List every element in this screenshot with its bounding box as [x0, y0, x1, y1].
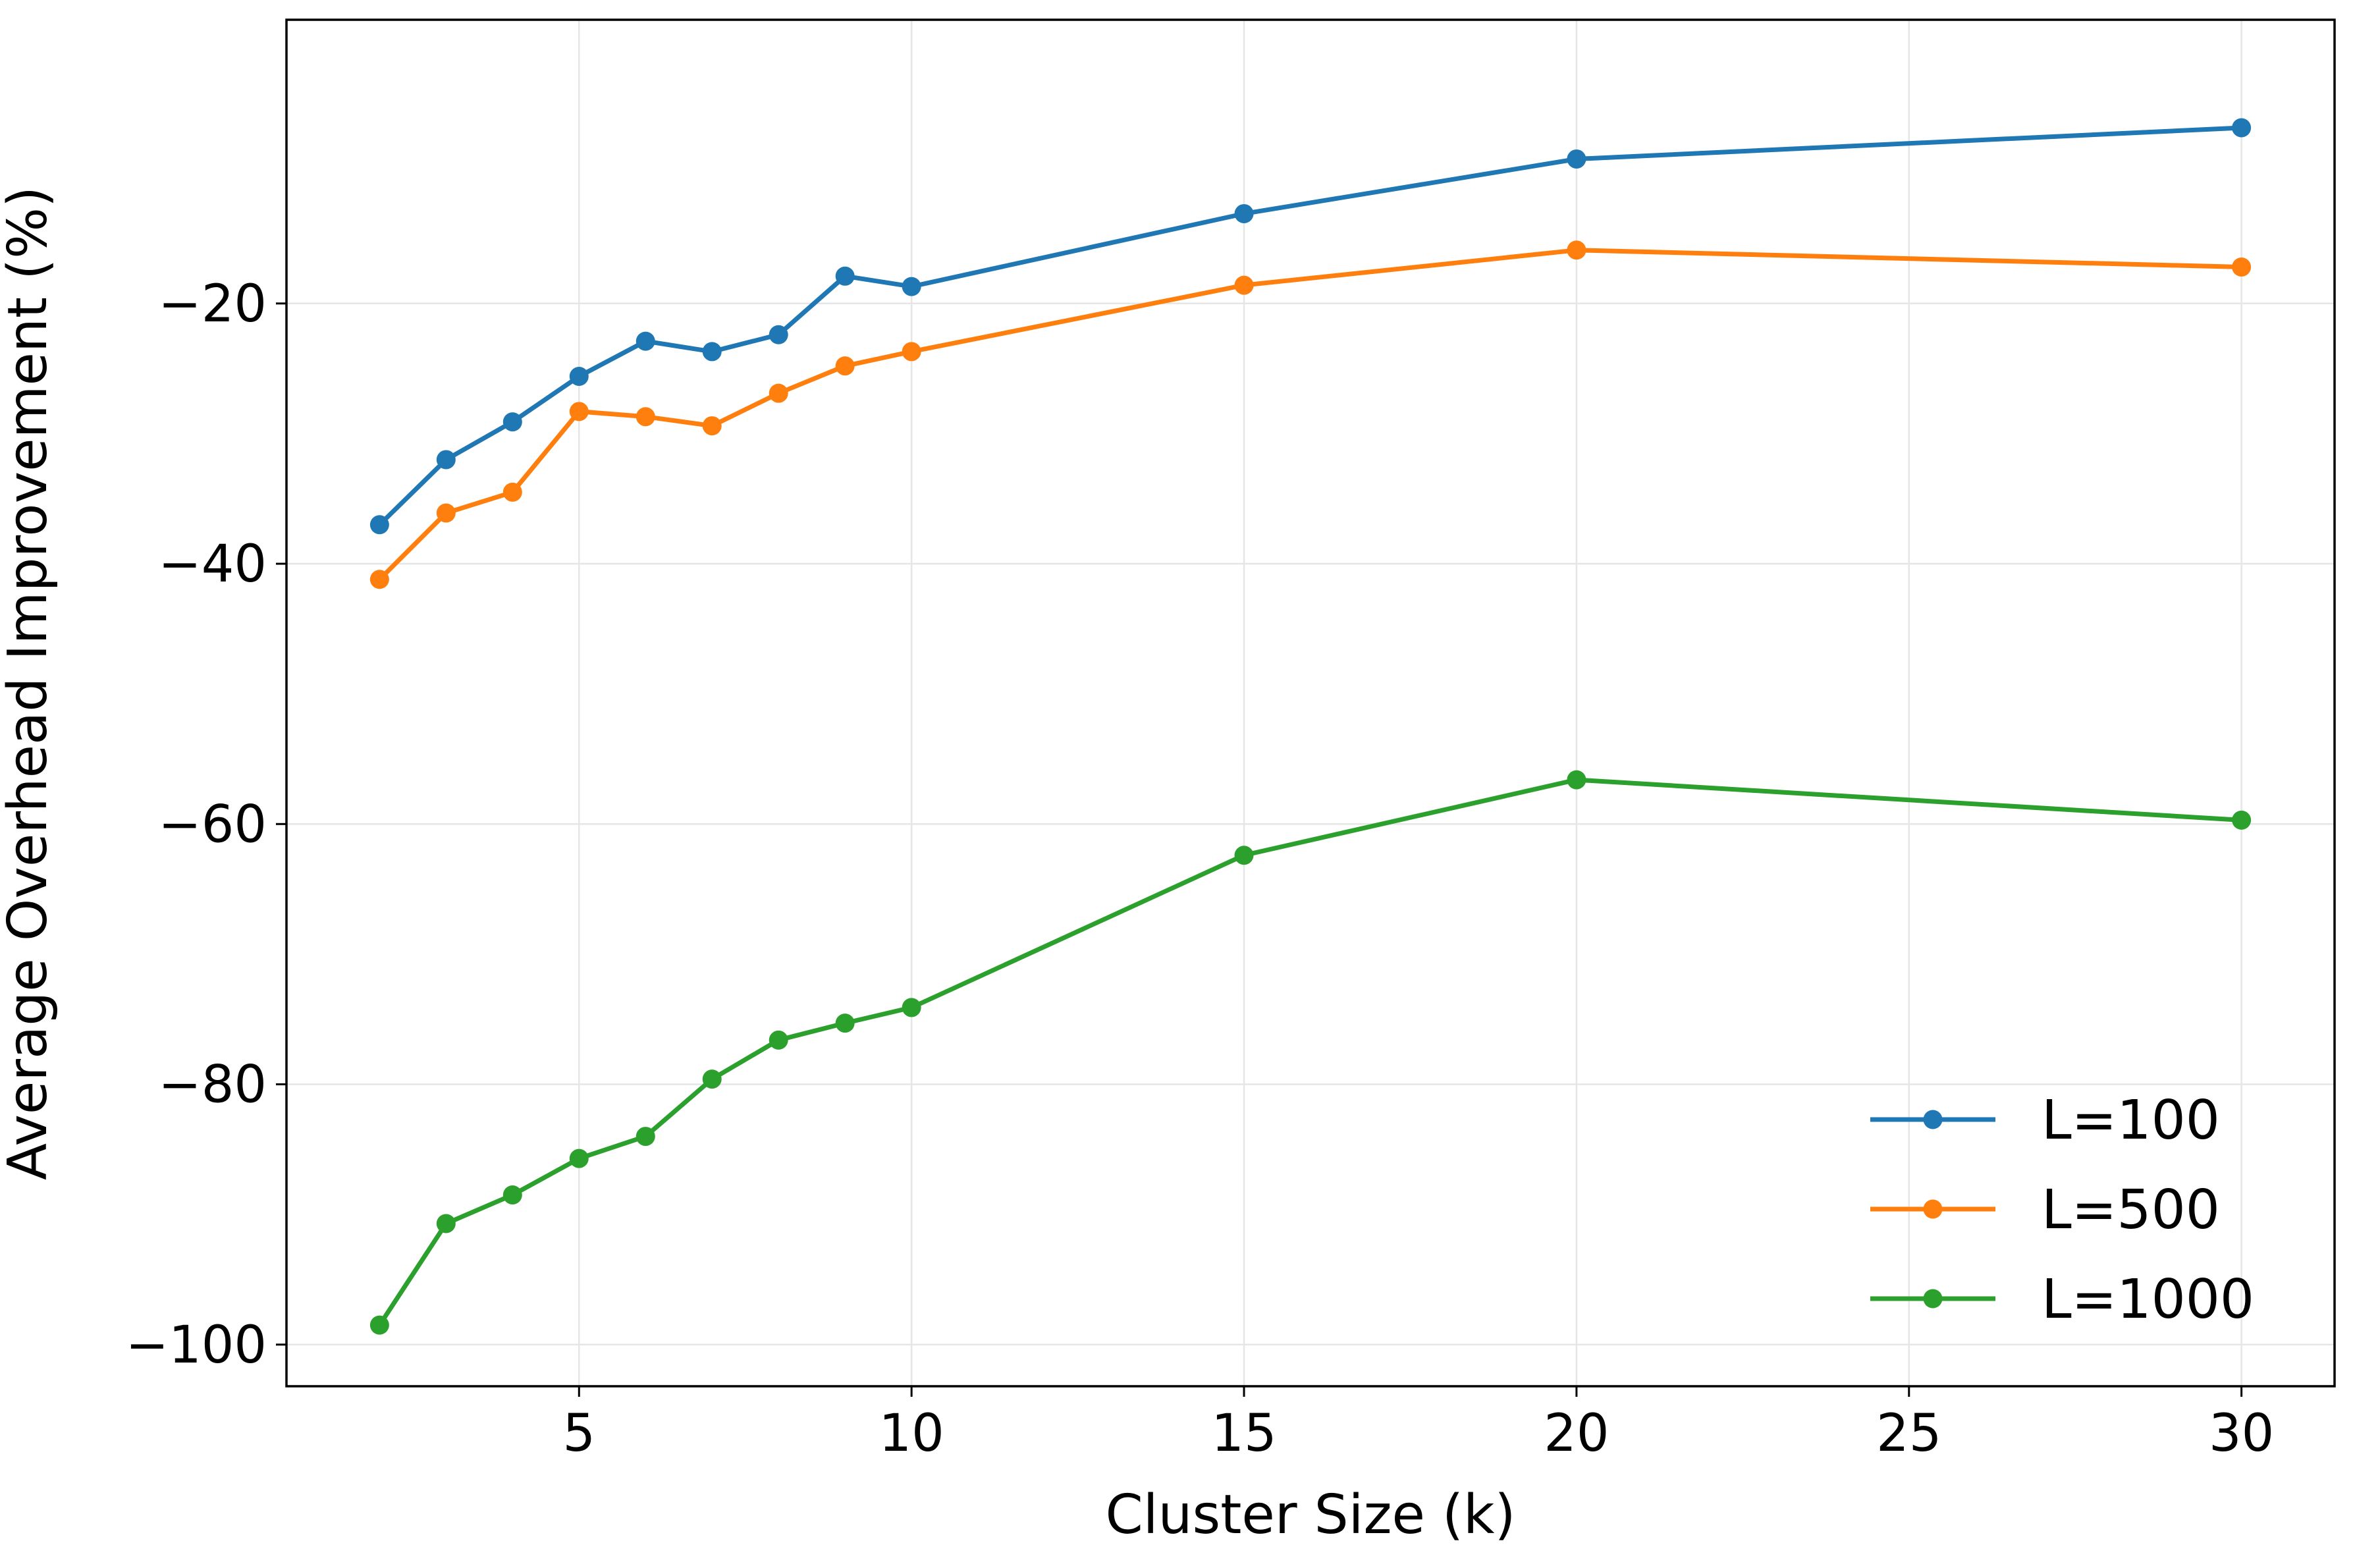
data-point-l-100 — [1567, 149, 1586, 169]
legend-label: L=100 — [2042, 1089, 2220, 1152]
series-layer — [369, 118, 2252, 1335]
data-point-l-1000 — [1567, 770, 1586, 790]
data-point-l-500 — [502, 482, 522, 502]
x-tick-label: 30 — [2209, 1404, 2274, 1463]
y-tick-label: −100 — [126, 1316, 267, 1375]
series-line-l-1000 — [377, 777, 2244, 1328]
y-tick-label: −40 — [158, 535, 267, 594]
x-tick-label: 10 — [879, 1404, 944, 1463]
legend-label: L=1000 — [2042, 1268, 2254, 1331]
data-point-l-100 — [835, 266, 855, 286]
data-point-l-100 — [569, 366, 589, 386]
data-point-l-100 — [1234, 203, 1254, 223]
legend-marker — [1923, 1199, 1943, 1219]
data-point-l-500 — [636, 407, 655, 427]
data-point-l-1000 — [569, 1149, 589, 1168]
x-tick-label: 20 — [1544, 1404, 1609, 1463]
legend-label: L=500 — [2042, 1179, 2220, 1241]
y-tick-label: −60 — [158, 795, 267, 854]
data-point-l-1000 — [436, 1214, 456, 1233]
data-point-l-1000 — [835, 1014, 855, 1033]
legend-marker — [1923, 1110, 1943, 1129]
series-l-1000 — [369, 770, 2252, 1335]
data-point-l-500 — [1234, 275, 1254, 295]
y-axis-label: Average Overhead Improvement (%) — [0, 186, 59, 1180]
data-point-l-500 — [835, 356, 855, 376]
data-point-l-100 — [369, 515, 389, 535]
data-point-l-100 — [636, 331, 655, 351]
data-point-l-100 — [902, 277, 921, 296]
plot-frame — [285, 18, 2336, 1388]
data-point-l-1000 — [769, 1030, 788, 1050]
data-point-l-500 — [2232, 257, 2252, 277]
legend-item-l-1000: L=1000 — [1870, 1268, 2254, 1331]
data-point-l-100 — [702, 342, 722, 362]
data-point-l-100 — [502, 412, 522, 432]
data-point-l-1000 — [369, 1315, 389, 1335]
data-point-l-1000 — [902, 998, 921, 1017]
legend-item-l-500: L=500 — [1870, 1179, 2220, 1241]
data-point-l-500 — [436, 503, 456, 523]
data-point-l-100 — [769, 325, 788, 344]
data-point-l-1000 — [1234, 846, 1254, 865]
series-l-100 — [369, 118, 2252, 535]
data-point-l-1000 — [2232, 810, 2252, 830]
grid-layer — [286, 20, 2335, 1386]
x-tick-label: 15 — [1211, 1404, 1276, 1463]
data-point-l-1000 — [502, 1185, 522, 1204]
data-point-l-500 — [1567, 240, 1586, 260]
data-point-l-500 — [369, 570, 389, 589]
series-line-l-500 — [377, 248, 2244, 582]
data-point-l-500 — [569, 402, 589, 421]
series-l-500 — [369, 240, 2252, 589]
data-point-l-1000 — [636, 1127, 655, 1147]
data-point-l-100 — [436, 450, 456, 470]
data-point-l-100 — [2232, 118, 2252, 138]
data-point-l-500 — [769, 383, 788, 403]
series-line-l-100 — [377, 125, 2244, 527]
x-tick-label: 5 — [562, 1404, 595, 1463]
legend-marker — [1923, 1289, 1943, 1309]
data-point-l-500 — [702, 416, 722, 436]
ticks-layer: 5 10 15 20 25 30 −100 −80 −60 −40 −20 — [126, 275, 2275, 1463]
x-tick-label: 25 — [1876, 1404, 1941, 1463]
legend: L=100 L=500 L=1000 — [1870, 1089, 2254, 1331]
y-tick-label: −80 — [158, 1056, 267, 1115]
data-point-l-1000 — [702, 1069, 722, 1089]
x-axis-label: Cluster Size (k) — [1106, 1484, 1516, 1546]
legend-item-l-100: L=100 — [1870, 1089, 2220, 1152]
data-point-l-500 — [902, 342, 921, 362]
y-tick-label: −20 — [158, 275, 267, 334]
